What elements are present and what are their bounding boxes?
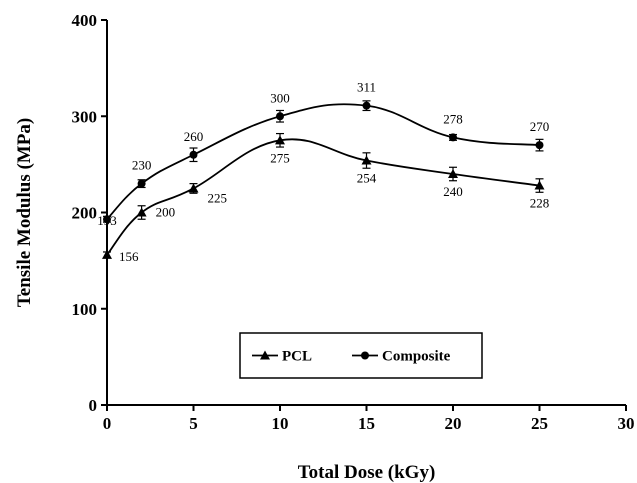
- pcl-data-point: [102, 249, 112, 259]
- pcl-series-line: [106, 138, 540, 256]
- composite-data-point: [103, 215, 111, 224]
- y-tick-label: 100: [72, 300, 98, 319]
- composite-data-point: [137, 179, 146, 188]
- x-tick-label: 25: [531, 414, 548, 433]
- pcl-data-label: 275: [270, 150, 290, 165]
- pcl-data-point: [136, 207, 147, 217]
- composite-data-label: 311: [357, 80, 376, 95]
- pcl-data-point: [275, 135, 285, 145]
- y-tick-label: 400: [72, 11, 98, 30]
- x-tick-label: 15: [358, 414, 375, 433]
- composite-data-label: 270: [530, 119, 550, 134]
- composite-data-label: 260: [184, 129, 204, 144]
- pcl-data-label: 200: [156, 205, 176, 220]
- composite-data-label: 300: [270, 90, 290, 105]
- composite-data-point: [535, 141, 544, 150]
- legend-composite-marker: [361, 351, 369, 360]
- legend-pcl-marker: [260, 350, 270, 360]
- composite-series-line: [106, 103, 540, 220]
- x-tick-label: 20: [445, 414, 462, 433]
- pcl-data-label: 240: [443, 184, 463, 199]
- legend-composite-label: Composite: [382, 349, 451, 365]
- pcl-data-point: [361, 155, 372, 165]
- legend-pcl-label: PCL: [282, 349, 312, 365]
- y-tick-label: 300: [72, 107, 98, 126]
- pcl-data-label: 254: [357, 171, 377, 186]
- x-tick-label: 30: [618, 414, 635, 433]
- x-tick-label: 5: [189, 414, 198, 433]
- y-tick-label: 0: [89, 396, 98, 415]
- pcl-data-label: 228: [530, 196, 550, 211]
- pcl-data-label: 225: [208, 190, 228, 205]
- composite-data-point: [362, 101, 371, 110]
- x-axis-title: Total Dose (kGy): [298, 462, 436, 483]
- x-tick-label: 0: [103, 414, 112, 433]
- pcl-data-point: [448, 169, 458, 178]
- pcl-data-label: 156: [119, 249, 139, 264]
- composite-data-point: [189, 150, 198, 159]
- composite-data-label: 278: [443, 111, 463, 126]
- x-tick-label: 10: [272, 414, 289, 433]
- composite-data-label: 230: [132, 158, 152, 173]
- pcl-data-point: [188, 183, 199, 193]
- composite-data-label: 193: [97, 213, 117, 228]
- y-tick-label: 200: [72, 204, 98, 223]
- composite-data-point: [276, 112, 284, 121]
- pcl-data-point: [534, 180, 545, 190]
- y-axis-title: Tensile Modulus (MPa): [14, 118, 35, 307]
- composite-data-point: [449, 133, 457, 142]
